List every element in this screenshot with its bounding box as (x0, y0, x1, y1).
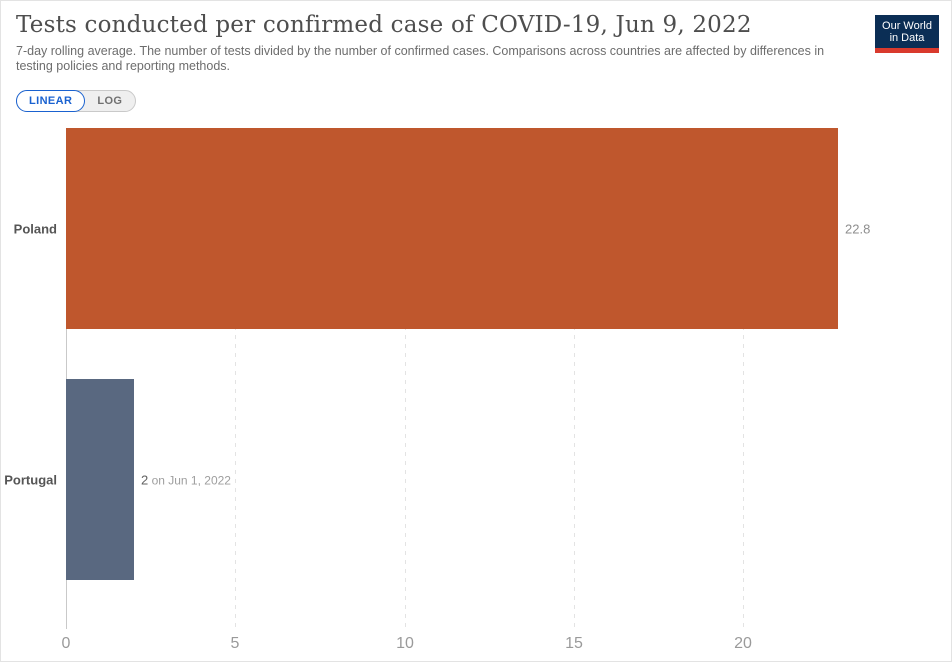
bar-portugal[interactable] (66, 379, 134, 580)
x-axis-zero-line (66, 128, 67, 629)
x-tick-label-5: 5 (230, 635, 240, 652)
value-label-portugal: 2 on Jun 1, 2022 (141, 472, 231, 487)
gridline-x-20 (743, 128, 744, 629)
gridline-x-15 (574, 128, 575, 629)
log-scale-button[interactable]: LOG (84, 91, 135, 111)
owid-logo-line2: in Data (889, 32, 925, 44)
chart-subtitle: 7-day rolling average. The number of tes… (16, 44, 825, 73)
linear-scale-button[interactable]: LINEAR (16, 90, 86, 112)
x-tick-label-0: 0 (61, 635, 71, 652)
x-tick-label-10: 10 (396, 635, 414, 652)
value-label-poland: 22.8 (845, 221, 871, 236)
category-label-portugal: Portugal (4, 472, 57, 487)
x-tick-label-20: 20 (734, 635, 752, 652)
scale-toggle: LINEAR LOG (16, 90, 137, 112)
gridline-x-5 (235, 128, 236, 629)
value-date-note: on Jun 1, 2022 (148, 473, 231, 487)
owid-logo-line1: Our World (882, 20, 932, 32)
x-tick-label-15: 15 (565, 635, 583, 652)
gridline-x-10 (405, 128, 406, 629)
chart-title: Tests conducted per confirmed case of CO… (16, 12, 752, 38)
bar-poland[interactable] (66, 128, 838, 329)
category-label-poland: Poland (13, 221, 57, 236)
owid-logo[interactable]: Our World in Data (875, 15, 939, 53)
value-text: 2 (141, 472, 149, 487)
